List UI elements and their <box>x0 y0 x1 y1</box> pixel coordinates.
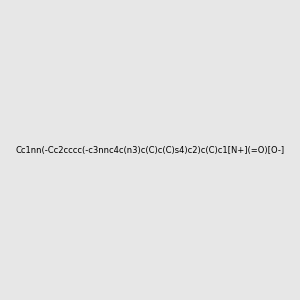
Text: Cc1nn(-Cc2cccc(-c3nnc4c(n3)c(C)c(C)s4)c2)c(C)c1[N+](=O)[O-]: Cc1nn(-Cc2cccc(-c3nnc4c(n3)c(C)c(C)s4)c2… <box>15 146 285 154</box>
